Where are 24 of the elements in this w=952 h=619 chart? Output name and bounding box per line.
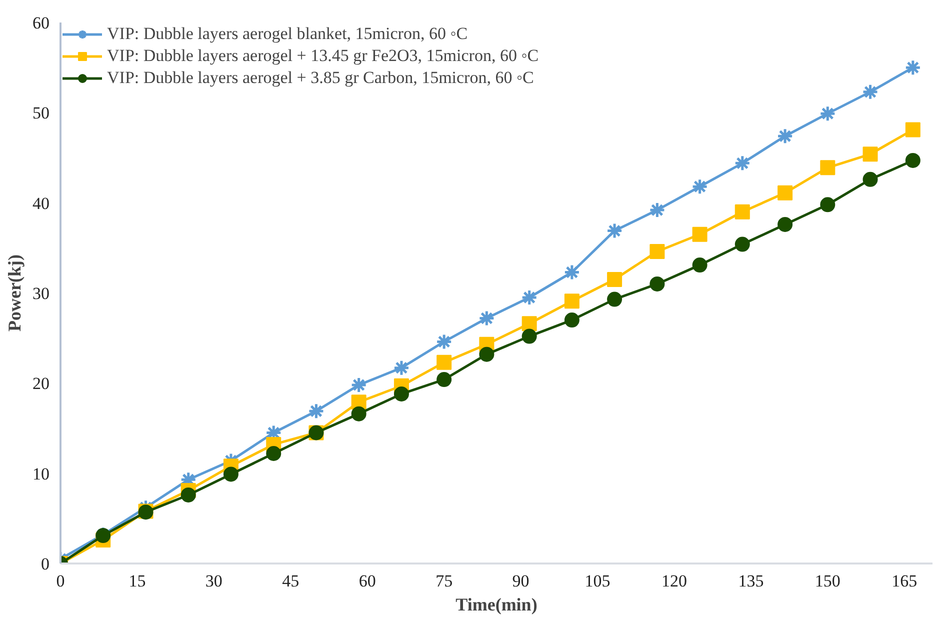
- x-tick-label: 135: [738, 572, 764, 590]
- x-tick-label: 15: [128, 572, 146, 590]
- x-tick-label: 105: [584, 572, 610, 590]
- y-tick-label: 0: [41, 554, 50, 574]
- x-tick-label: 165: [892, 572, 918, 590]
- x-axis-title: Time(min): [456, 594, 538, 614]
- legend-label: VIP: Dubble layers aerogel + 3.85 gr Carbon, 15micron, 60 ◦C: [107, 68, 534, 88]
- y-tick-label: 10: [32, 464, 50, 484]
- y-tick-label: 30: [32, 284, 50, 303]
- x-tick-label: 0: [56, 572, 65, 590]
- legend-label: VIP: Dubble layers aerogel blanket, 15micron, 60 ◦C: [107, 24, 468, 44]
- y-tick-label: 50: [32, 104, 50, 123]
- x-tick-label: 60: [358, 572, 376, 590]
- x-tick-label: 150: [814, 572, 840, 590]
- y-axis-title: Power(kj): [4, 254, 24, 332]
- y-tick-label: 60: [32, 14, 50, 32]
- x-tick-label: 90: [512, 572, 530, 590]
- x-tick-label: 30: [205, 572, 222, 590]
- y-tick-label: 20: [32, 374, 50, 394]
- x-tick-label: 45: [282, 572, 300, 590]
- x-tick-label: 120: [661, 572, 687, 590]
- legend-label: VIP: Dubble layers aerogel + 13.45 gr Fe2O3, 15micron, 60 ◦C: [107, 46, 539, 66]
- x-tick-label: 75: [436, 572, 453, 590]
- y-tick-label: 40: [32, 194, 50, 213]
